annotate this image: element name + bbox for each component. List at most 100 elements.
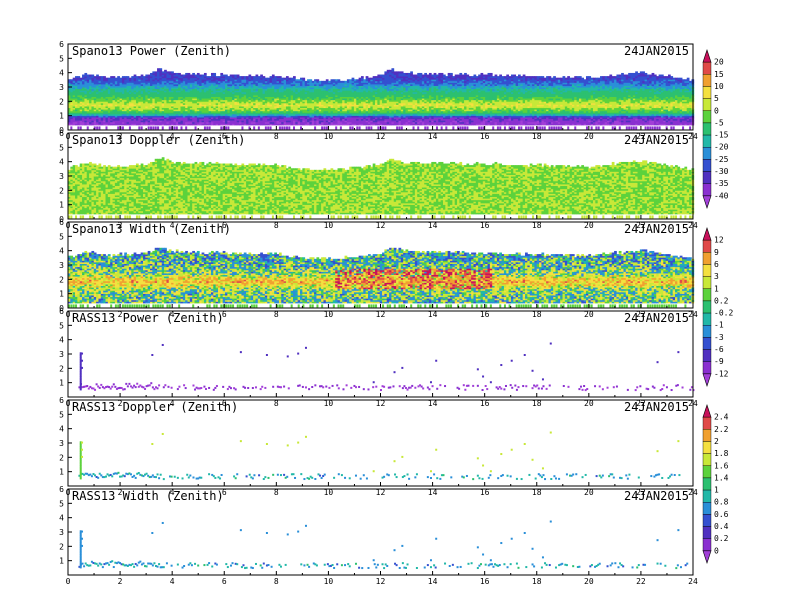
data-cell (434, 73, 437, 75)
data-cell (396, 71, 399, 73)
data-cell (326, 79, 329, 81)
data-cell (96, 75, 99, 77)
data-cell (124, 76, 127, 78)
data-cell (424, 73, 427, 75)
data-cell (82, 75, 85, 77)
data-cell (225, 75, 228, 77)
data-cell (427, 126, 429, 129)
data-cell (227, 126, 229, 129)
data-cell (352, 126, 354, 129)
data-cell (192, 73, 195, 75)
data-cell (150, 73, 153, 75)
data-cell (84, 73, 87, 75)
data-cell (110, 76, 113, 78)
data-cell (293, 126, 295, 129)
data-cell (251, 76, 254, 78)
data-cell (89, 75, 92, 77)
data-cell (413, 126, 415, 129)
data-cell (384, 126, 386, 129)
data-cell (75, 76, 78, 78)
data-cell (359, 126, 361, 129)
data-cell (213, 73, 216, 75)
data-cell (291, 78, 294, 80)
data-cell (129, 126, 131, 129)
data-cell (272, 75, 275, 77)
data-cell (94, 76, 97, 78)
data-cell (190, 75, 193, 77)
data-cell (173, 73, 176, 75)
data-cell (244, 76, 247, 78)
data-cell (263, 76, 266, 78)
data-cell (279, 126, 281, 129)
data-cell (223, 75, 226, 77)
data-cell (288, 78, 291, 80)
data-cell (361, 76, 364, 78)
data-cell (401, 126, 403, 129)
data-cell (274, 76, 277, 78)
data-cell (157, 126, 159, 129)
data-cell (169, 126, 171, 129)
data-cell (284, 126, 286, 129)
data-cell (87, 126, 89, 129)
data-cell (295, 79, 298, 81)
data-cell (181, 75, 184, 77)
data-cell (152, 71, 155, 73)
data-cell (199, 75, 202, 77)
data-cell (413, 75, 416, 77)
data-cell (406, 73, 409, 75)
data-cell (265, 126, 267, 129)
data-cell (352, 78, 355, 80)
data-cell (281, 126, 283, 129)
data-cell (408, 73, 411, 75)
data-cell (309, 79, 312, 81)
data-cell (145, 75, 148, 77)
data-cell (108, 78, 111, 80)
data-cell (384, 71, 387, 73)
data-cell (176, 126, 178, 129)
data-cell (380, 75, 383, 77)
data-cell (288, 126, 290, 129)
data-cell (319, 81, 322, 83)
data-cell (277, 76, 280, 78)
data-cell (375, 76, 378, 78)
data-cell (377, 75, 380, 77)
data-cell (106, 126, 108, 129)
data-cell (342, 81, 345, 83)
data-cell (113, 76, 116, 78)
data-cell (234, 75, 237, 77)
data-cell (152, 126, 154, 129)
data-cell (326, 126, 328, 129)
data-cell (415, 75, 418, 77)
data-cell (134, 75, 137, 77)
data-cell (403, 73, 406, 75)
data-cell (253, 126, 255, 129)
data-cell (284, 78, 287, 80)
data-cell (281, 78, 284, 80)
data-cell (148, 126, 150, 129)
data-cell (314, 126, 316, 129)
data-cell (377, 126, 379, 129)
data-cell (239, 76, 242, 78)
data-cell (258, 126, 260, 129)
data-cell (356, 126, 358, 129)
data-cell (143, 76, 146, 78)
data-cell (267, 78, 270, 80)
data-cell (427, 75, 430, 77)
data-cell (195, 126, 197, 129)
data-cell (159, 68, 162, 70)
data-cell (141, 126, 143, 129)
data-cell (141, 75, 144, 77)
panel-data (68, 68, 694, 129)
data-cell (398, 126, 400, 129)
data-cell (333, 79, 336, 81)
data-cell (176, 73, 179, 75)
data-cell (185, 73, 188, 75)
data-cell (122, 76, 125, 78)
data-cell (422, 75, 425, 77)
data-cell (387, 70, 390, 72)
data-cell (267, 126, 269, 129)
data-cell (127, 76, 130, 78)
data-cell (338, 79, 341, 81)
data-cell (173, 126, 175, 129)
data-cell (80, 126, 82, 129)
